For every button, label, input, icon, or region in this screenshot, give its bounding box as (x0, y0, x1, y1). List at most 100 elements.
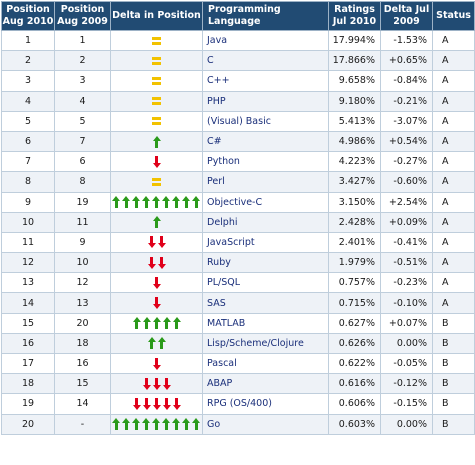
language-link[interactable]: PL/SQL (202, 272, 329, 294)
arrow-up-icon (147, 337, 156, 350)
language-link[interactable]: Delphi (202, 211, 329, 233)
language-link[interactable]: C# (202, 130, 329, 153)
delta-position-cell (110, 393, 203, 415)
position-2009-cell: 14 (54, 393, 111, 415)
arrow-up-icon (112, 418, 120, 431)
arrow-down-icon (162, 397, 171, 410)
position-2010-cell: 14 (1, 292, 55, 314)
header-position-2010[interactable]: Position Aug 2010 (1, 1, 55, 31)
delta-cell: -0.21% (380, 90, 433, 112)
table-row: 8 8 Perl 3.427% -0.60% A (1, 171, 475, 193)
language-link[interactable]: JavaScript (202, 231, 329, 254)
delta-position-cell (110, 332, 203, 355)
arrow-down-icon (152, 276, 161, 289)
status-cell: A (432, 191, 475, 213)
language-link[interactable]: Perl (202, 171, 329, 193)
status-cell: A (432, 70, 475, 92)
language-link[interactable]: RPG (OS/400) (202, 393, 329, 415)
language-link[interactable]: C (202, 50, 329, 72)
header-status[interactable]: Status (432, 1, 475, 31)
language-link[interactable]: Ruby (202, 252, 329, 274)
language-link[interactable]: Objective-C (202, 191, 329, 213)
header-delta-position[interactable]: Delta in Position (110, 1, 203, 31)
arrow-down-icon (142, 377, 151, 390)
delta-position-cell (110, 50, 203, 72)
arrow-down-icon (157, 236, 166, 249)
delta-cell: 0.00% (380, 413, 433, 435)
status-cell: A (432, 171, 475, 193)
status-cell: A (432, 211, 475, 233)
status-cell: A (432, 151, 475, 173)
delta-position-cell (110, 70, 203, 92)
delta-cell: +0.07% (380, 312, 433, 334)
position-2009-cell: 20 (54, 312, 111, 334)
position-2010-cell: 7 (1, 151, 55, 173)
position-2010-cell: 19 (1, 393, 55, 415)
status-cell: A (432, 252, 475, 274)
position-2009-cell: 6 (54, 151, 111, 173)
arrow-up-icon (132, 418, 140, 431)
position-2009-cell: 15 (54, 373, 111, 395)
rating-cell: 0.606% (328, 393, 381, 415)
arrow-up-icon (142, 418, 150, 431)
arrow-up-icon (172, 196, 180, 209)
language-link[interactable]: C++ (202, 70, 329, 92)
table-row: 6 7 C# 4.986% +0.54% A (1, 130, 475, 153)
status-cell: A (432, 292, 475, 314)
rating-cell: 0.715% (328, 292, 381, 314)
position-2009-cell: 8 (54, 171, 111, 193)
position-2010-cell: 10 (1, 211, 55, 233)
rating-cell: 17.866% (328, 50, 381, 72)
delta-position-cell (110, 413, 203, 435)
language-link[interactable]: Pascal (202, 352, 329, 375)
language-link[interactable]: ABAP (202, 373, 329, 395)
header-ratings[interactable]: Ratings Jul 2010 (328, 1, 381, 31)
delta-cell: -0.84% (380, 70, 433, 92)
language-link[interactable]: (Visual) Basic (202, 110, 329, 132)
equal-icon (152, 177, 161, 186)
language-link[interactable]: Python (202, 151, 329, 173)
delta-cell: -0.23% (380, 272, 433, 294)
header-delta[interactable]: Delta Jul 2009 (380, 1, 433, 31)
status-cell: A (432, 50, 475, 72)
header-language[interactable]: Programming Language (202, 1, 329, 31)
status-cell: B (432, 312, 475, 334)
position-2010-cell: 4 (1, 90, 55, 112)
language-link[interactable]: SAS (202, 292, 329, 314)
header-position-2009[interactable]: Position Aug 2009 (54, 1, 111, 31)
ranking-table: Position Aug 2010 Position Aug 2009 Delt… (1, 1, 475, 435)
delta-cell: -0.51% (380, 252, 433, 274)
position-2010-cell: 3 (1, 70, 55, 92)
position-2009-cell: 12 (54, 272, 111, 294)
arrow-up-icon (152, 216, 161, 229)
language-link[interactable]: MATLAB (202, 312, 329, 334)
position-2010-cell: 12 (1, 252, 55, 274)
language-link[interactable]: Go (202, 413, 329, 435)
delta-position-cell (110, 272, 203, 294)
delta-position-cell (110, 252, 203, 274)
table-row: 18 15 ABAP 0.616% -0.12% B (1, 373, 475, 395)
delta-cell: -0.15% (380, 393, 433, 415)
position-2010-cell: 2 (1, 50, 55, 72)
language-link[interactable]: Java (202, 29, 329, 52)
arrow-down-icon (152, 155, 161, 168)
rating-cell: 0.627% (328, 312, 381, 334)
position-2010-cell: 11 (1, 231, 55, 254)
rating-cell: 1.979% (328, 252, 381, 274)
language-link[interactable]: PHP (202, 90, 329, 112)
rating-cell: 5.413% (328, 110, 381, 132)
language-link[interactable]: Lisp/Scheme/Clojure (202, 332, 329, 355)
delta-position-cell (110, 29, 203, 52)
equal-icon (152, 117, 161, 126)
arrow-down-icon (142, 397, 151, 410)
delta-position-cell (110, 231, 203, 254)
delta-cell: +0.09% (380, 211, 433, 233)
arrow-up-icon (192, 418, 200, 431)
arrow-up-icon (122, 418, 130, 431)
rating-cell: 17.994% (328, 29, 381, 52)
delta-position-cell (110, 312, 203, 334)
arrow-up-icon (112, 196, 120, 209)
status-cell: A (432, 29, 475, 52)
rating-cell: 0.626% (328, 332, 381, 355)
arrow-up-icon (162, 317, 171, 330)
